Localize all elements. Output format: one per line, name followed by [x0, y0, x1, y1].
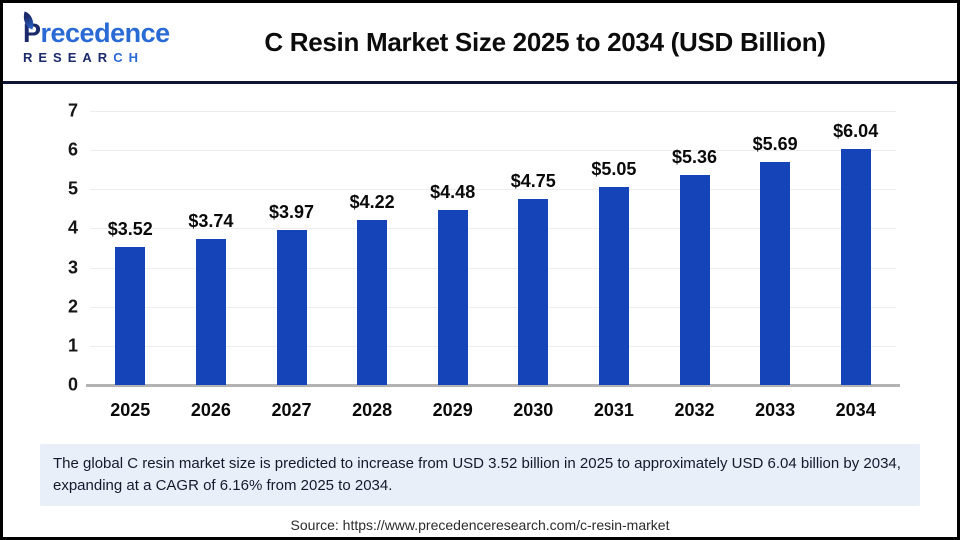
y-tick-label: 0: [67, 374, 78, 395]
logo-name-rest: recedence: [40, 18, 171, 48]
precedence-research-logo: Precedence RESEARCH: [3, 11, 193, 64]
x-tick-label: 2027: [271, 400, 312, 420]
logo-research-dark: RESEAR: [23, 50, 114, 65]
y-tick-label: 7: [67, 100, 78, 121]
gridline: [90, 189, 896, 191]
bar-value-label: $5.05: [591, 159, 637, 180]
logo-research-light: CH: [113, 50, 144, 65]
y-tick-label: 3: [67, 257, 78, 278]
gridline: [90, 111, 896, 112]
logo-research-line: RESEARCH: [23, 51, 193, 64]
page-title: C Resin Market Size 2025 to 2034 (USD Bi…: [264, 26, 826, 57]
x-tick-label: 2025: [110, 400, 151, 420]
x-tick-label: 2029: [432, 400, 473, 420]
bar: [276, 229, 307, 385]
bar-value-label: $3.52: [107, 219, 153, 240]
x-tick-label: 2033: [755, 400, 796, 420]
bar-value-label: $4.75: [510, 171, 556, 192]
bar: [760, 162, 791, 385]
plot-area: 0 1 2 3 4 5 6 7 $3.52 2025 $3.74 2026 $3.97 2027 $4.22…: [68, 101, 900, 420]
caption-text: The global C resin market size is predic…: [53, 455, 901, 494]
gridline: [90, 228, 896, 230]
bar: [115, 247, 146, 385]
gridline: [90, 267, 896, 269]
y-tick-label: 1: [67, 335, 78, 356]
bar-value-label: $3.97: [268, 201, 315, 222]
bar: [357, 219, 388, 385]
gridline: [90, 306, 896, 308]
header-divider: [3, 81, 957, 84]
x-tick-label: 2031: [593, 400, 634, 420]
bar-value-label: $5.69: [752, 134, 798, 155]
title-area: C Resin Market Size 2025 to 2034 (USD Bi…: [193, 27, 957, 58]
gridline: [90, 150, 896, 152]
caption-box: The global C resin market size is predic…: [40, 444, 920, 506]
bar-value-label: $3.74: [188, 210, 234, 231]
x-tick-label: 2030: [513, 400, 554, 420]
header: Precedence RESEARCH C Resin Market Size …: [3, 3, 957, 81]
source-text: Source: https://www.precedenceresearch.c…: [290, 516, 670, 533]
gridline: [90, 345, 896, 347]
x-tick-label: 2032: [674, 400, 715, 420]
bar-value-label: $4.22: [349, 191, 395, 212]
bar: [679, 175, 710, 385]
bar: [437, 209, 468, 385]
bar-value-label: $5.36: [671, 147, 718, 168]
bar: [840, 148, 871, 385]
y-tick-label: 6: [67, 139, 78, 160]
y-tick-label: 5: [67, 178, 78, 199]
bar-value-label: $4.48: [430, 181, 476, 202]
source-row: Source: https://www.precedenceresearch.c…: [3, 506, 957, 535]
bar-value-label: $6.04: [833, 120, 879, 141]
axis-baseline: [86, 384, 900, 387]
bar-chart: 0 1 2 3 4 5 6 7 $3.52 2025 $3.74 2026 $3.97 2027 $4.22…: [3, 84, 957, 440]
bar: [195, 238, 226, 385]
bar: [598, 187, 629, 385]
bar: [518, 199, 549, 385]
logo-wordmark: Precedence: [20, 11, 193, 48]
y-tick-label: 2: [67, 296, 78, 317]
x-tick-label: 2026: [190, 400, 231, 420]
y-tick-label: 4: [67, 217, 78, 238]
x-tick-label: 2034: [835, 400, 876, 420]
x-tick-label: 2028: [352, 400, 393, 420]
